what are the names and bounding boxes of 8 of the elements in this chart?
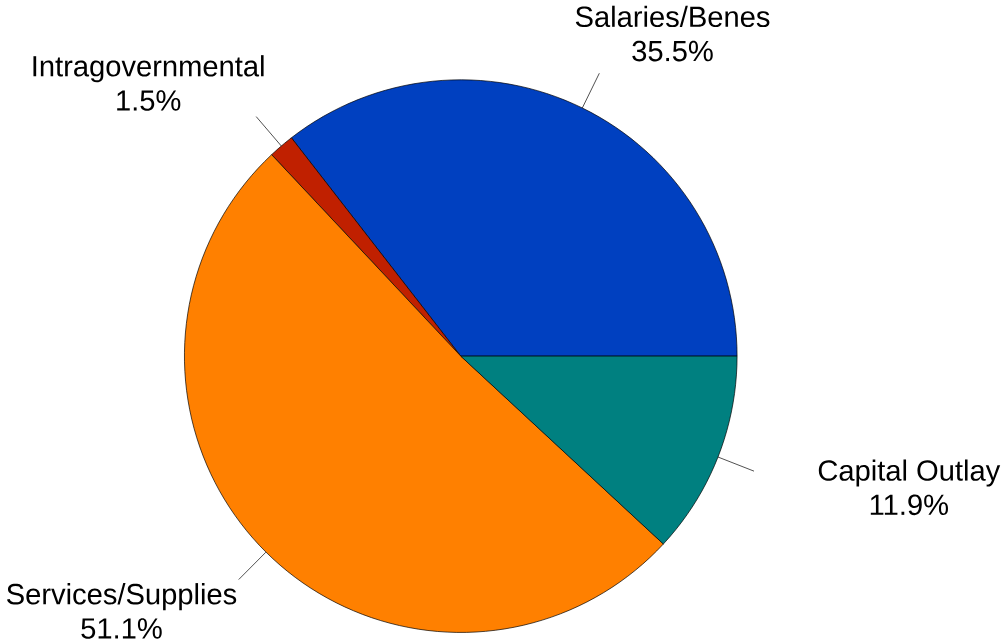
data-label: 1.5% xyxy=(117,90,181,111)
legend-label: Capital Outlay xyxy=(818,459,1001,487)
slice-label: Services/Supplies xyxy=(7,582,237,611)
data-label: 35.5% xyxy=(632,40,713,62)
data-label: 11.9% xyxy=(870,494,948,515)
slice-label: Intragovernmental xyxy=(33,54,264,83)
slice-label: Salaries/Benes xyxy=(575,5,770,27)
data-label: 51.1% xyxy=(81,618,162,639)
